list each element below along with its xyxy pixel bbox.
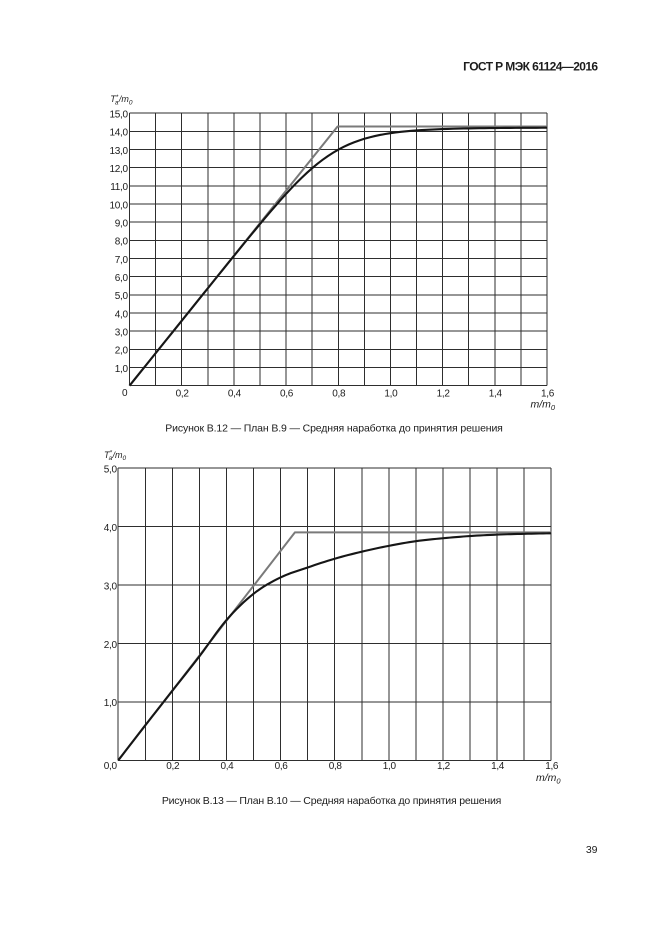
svg-text:0,8: 0,8 — [332, 389, 346, 400]
svg-text:3,0: 3,0 — [104, 581, 118, 592]
svg-text:T*a/m0: T* a/m0 — [110, 94, 133, 107]
svg-text:7,0: 7,0 — [115, 255, 129, 266]
svg-text:13,0: 13,0 — [110, 146, 129, 157]
svg-text:15,0: 15,0 — [110, 110, 129, 121]
svg-text:0,2: 0,2 — [166, 761, 180, 772]
svg-text:0,6: 0,6 — [275, 761, 289, 772]
svg-text:1,4: 1,4 — [491, 761, 505, 772]
svg-text:4,0: 4,0 — [104, 523, 118, 534]
svg-text:4,0: 4,0 — [115, 309, 129, 320]
svg-text:3,0: 3,0 — [115, 328, 129, 339]
svg-text:0,0: 0,0 — [104, 761, 118, 772]
svg-text:5,0: 5,0 — [115, 291, 129, 302]
svg-text:Рисунок В.12 — План В.9 — Сред: Рисунок В.12 — План В.9 — Средняя нарабо… — [165, 423, 503, 435]
svg-text:m/m0: m/m0 — [536, 772, 561, 786]
svg-text:8,0: 8,0 — [115, 237, 129, 248]
svg-text:2,0: 2,0 — [104, 640, 118, 651]
svg-text:11,0: 11,0 — [110, 182, 128, 193]
svg-text:12,0: 12,0 — [110, 164, 129, 175]
svg-text:m/m0: m/m0 — [531, 399, 556, 413]
svg-text:10,0: 10,0 — [110, 200, 129, 211]
svg-text:5,0: 5,0 — [104, 464, 118, 475]
svg-text:1,0: 1,0 — [115, 364, 129, 375]
svg-text:6,0: 6,0 — [115, 273, 129, 284]
svg-text:0,6: 0,6 — [280, 389, 294, 400]
svg-text:39: 39 — [586, 844, 598, 856]
svg-text:2,0: 2,0 — [115, 346, 129, 357]
svg-text:0: 0 — [122, 388, 128, 399]
svg-text:T*a/m0: T* a/m0 — [104, 450, 127, 463]
svg-text:Рисунок В.13 — План В.10 — Сре: Рисунок В.13 — План В.10 — Средняя нараб… — [162, 795, 501, 807]
svg-text:9,0: 9,0 — [115, 219, 129, 230]
svg-text:1,6: 1,6 — [545, 761, 559, 772]
svg-text:0,4: 0,4 — [220, 761, 234, 772]
svg-text:0,4: 0,4 — [228, 389, 242, 400]
svg-text:1,2: 1,2 — [437, 389, 451, 400]
svg-text:1,4: 1,4 — [489, 389, 503, 400]
svg-text:ГОСТ Р МЭК 61124—2016: ГОСТ Р МЭК 61124—2016 — [463, 60, 598, 74]
svg-text:0,8: 0,8 — [329, 761, 343, 772]
svg-text:1,2: 1,2 — [437, 761, 451, 772]
svg-text:1,6: 1,6 — [541, 389, 555, 400]
svg-text:1,0: 1,0 — [383, 761, 397, 772]
svg-text:1,0: 1,0 — [384, 389, 398, 400]
svg-text:0,2: 0,2 — [176, 389, 190, 400]
svg-text:14,0: 14,0 — [110, 128, 129, 139]
svg-text:1,0: 1,0 — [104, 698, 118, 709]
